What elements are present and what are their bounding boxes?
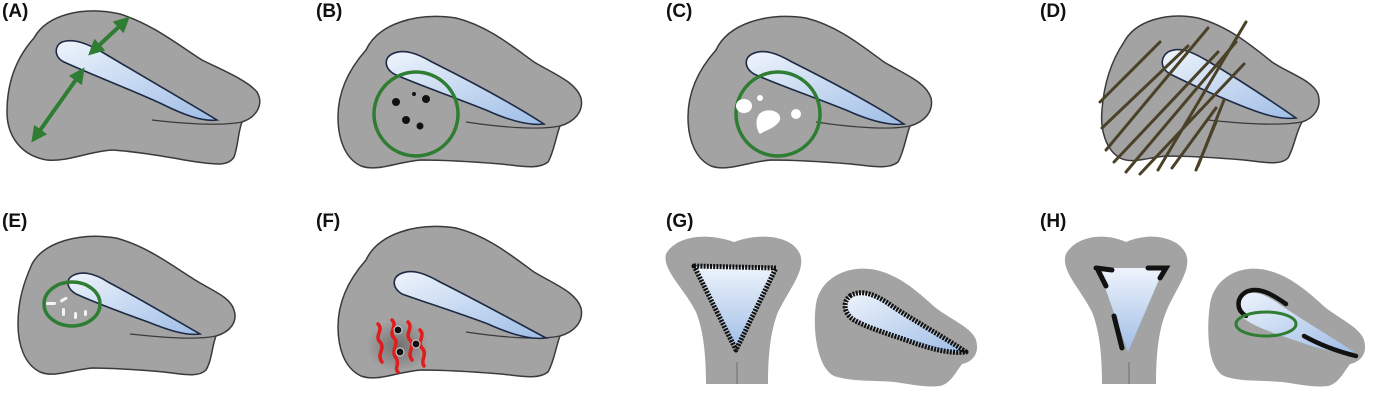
cervix-line [815,121,911,129]
wall-thickness-arrow-top [88,16,130,56]
uterus-sagittal-diagram [1098,15,1320,176]
panel-label-e: (E) [2,211,28,232]
panel-label-a: (A) [2,1,29,22]
cervix-line [1207,119,1303,125]
panel-h: (H) [1040,212,1370,407]
panel-d: (D) [1040,2,1370,197]
dark-focus [416,122,424,130]
cervix-line [151,119,243,125]
white-cyst [756,110,781,134]
dark-focus [402,116,410,124]
dark-focus [412,92,416,96]
coronal-interrupted-border [1093,265,1171,351]
cervix-line [465,121,561,129]
sagittal-interrupted-border [1301,333,1359,359]
white-cyst [791,109,801,119]
uterus-coronal-and-sagittal-diagram [665,236,978,387]
dark-focus [392,98,400,106]
uterus-sagittal-diagram [337,15,583,169]
coronal-cavity-irregular-border [691,263,779,353]
endometrial-cavity [393,270,549,340]
endometrial-cavity [67,272,203,336]
panel-b: (B) [316,2,646,197]
dark-focus [422,95,430,103]
uterus-sagittal-diagram [6,10,261,165]
endometrial-cavity [385,50,547,126]
sagittal-cavity-irregular-border [842,290,969,355]
uterus-sagittal-diagram [17,235,236,376]
streaky-shadows [1098,20,1248,176]
lesion-circle [42,280,102,328]
panel-label-c: (C) [666,1,693,22]
uterus-coronal-and-sagittal-diagram [1064,236,1366,387]
panel-g: (G) [665,211,996,407]
lesion-circle [734,70,822,158]
coronal-cavity [1098,268,1164,352]
lesion-ellipse [1234,310,1298,338]
panel-label-b: (B) [316,1,343,22]
sagittal-interrupted-border [1236,287,1289,319]
panel-e: (E) [2,212,332,407]
cervix-line [465,331,561,339]
lesion-circle [372,70,460,158]
panel-c: (C) [666,2,996,197]
uterus-sagittal-diagram [687,15,933,169]
dark-focus [393,325,403,335]
dark-focus [411,339,421,349]
dark-focus [395,347,405,357]
panel-label-f: (F) [316,211,341,232]
panel-label-d: (D) [1040,1,1067,22]
red-vessels [376,318,427,374]
cervix-line [129,333,217,339]
white-specks [46,296,87,319]
panel-a: (A) [2,2,332,197]
white-cyst [736,99,752,113]
panel-label-h: (H) [1040,211,1067,232]
white-cyst [757,95,763,101]
panel-label-g: (G) [666,211,694,232]
endometrial-cavity [745,50,907,126]
wall-thickness-arrow-bottom [31,67,85,143]
uterus-sagittal-diagram [337,225,583,379]
panel-f: (F) [316,212,646,407]
